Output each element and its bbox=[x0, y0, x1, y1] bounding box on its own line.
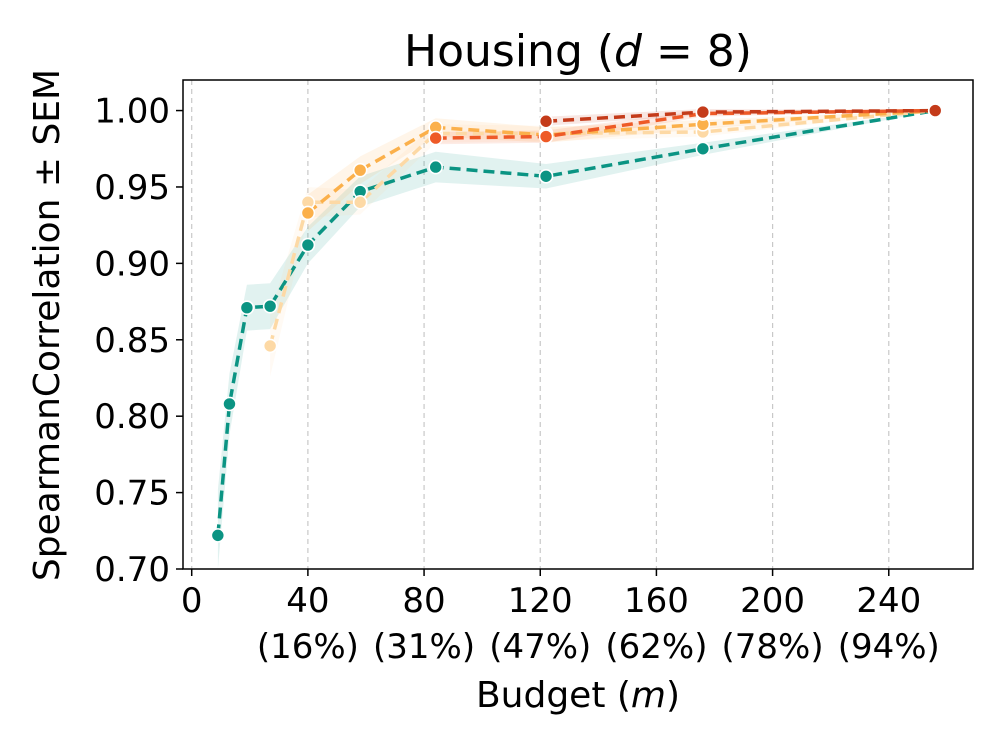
x-tick-label: 200 bbox=[740, 581, 805, 621]
series-teal-point bbox=[222, 396, 237, 412]
series-red-orange-line bbox=[435, 108, 936, 140]
y-tick-label: 0.90 bbox=[94, 244, 170, 284]
y-tick-label: 0.70 bbox=[94, 550, 170, 590]
chart-title-variable: d bbox=[614, 26, 643, 77]
x-axis-label: Budget (m) bbox=[476, 675, 680, 716]
series-red-orange-point bbox=[428, 130, 443, 146]
series-orange-point bbox=[300, 205, 316, 221]
series-teal-point bbox=[239, 300, 255, 315]
x-tick-label: 160 bbox=[624, 581, 689, 621]
x-tick-label: 240 bbox=[856, 581, 921, 621]
x-tick-sublabel: (31%) bbox=[373, 627, 475, 667]
y-tick-label: 0.85 bbox=[94, 321, 170, 361]
plot-frame bbox=[182, 79, 974, 570]
x-axis-label-variable: m bbox=[631, 675, 666, 716]
x-tick-label: 0 bbox=[181, 581, 203, 621]
series-markers bbox=[210, 103, 943, 543]
x-tick-sublabel: (94%) bbox=[838, 627, 940, 667]
y-tick-label: 0.95 bbox=[94, 168, 170, 208]
x-axis-label-suffix: ) bbox=[666, 675, 680, 716]
x-tick-sublabel: (78%) bbox=[722, 627, 824, 667]
series-teal-point bbox=[695, 141, 711, 157]
x-tick-label: 80 bbox=[402, 581, 445, 621]
series-teal-point bbox=[262, 298, 278, 314]
x-tick-label: 120 bbox=[508, 581, 573, 621]
chart-title-prefix: Housing ( bbox=[404, 26, 614, 77]
series-teal-point bbox=[300, 237, 316, 253]
series-teal-line bbox=[216, 108, 936, 536]
series-light-peach-line bbox=[268, 108, 936, 347]
series-light-peach-point bbox=[262, 338, 278, 354]
series-orange-line bbox=[306, 108, 936, 215]
series-teal-point bbox=[428, 159, 443, 175]
series-orange-point bbox=[352, 162, 368, 178]
x-tick-sublabel: (62%) bbox=[605, 627, 707, 667]
chart-title: Housing (d = 8) bbox=[404, 26, 752, 77]
y-tick-label: 0.80 bbox=[94, 397, 170, 437]
series-red-orange-point bbox=[538, 129, 554, 144]
series-light-peach-point bbox=[352, 194, 368, 210]
y-tick-label: 0.75 bbox=[94, 474, 170, 514]
series-teal-point bbox=[210, 528, 226, 543]
series-dark-red-band bbox=[546, 109, 936, 126]
series-dark-red-point bbox=[695, 104, 711, 120]
series-teal-point bbox=[538, 168, 554, 184]
grid-layer bbox=[191, 80, 890, 569]
series-dark-red-point bbox=[538, 113, 554, 129]
chart-title-suffix: = 8) bbox=[642, 26, 752, 77]
series-teal-band bbox=[217, 110, 936, 569]
x-tick-sublabel: (16%) bbox=[257, 627, 359, 667]
series-light-peach-band bbox=[270, 110, 936, 377]
series-dark-red-point bbox=[927, 103, 943, 118]
x-axis-ticks: 0 40 (16%) 80 (31%) 120 (47%) 160 (62%) 200 (78%) 2… bbox=[181, 569, 940, 667]
series-orange-band bbox=[307, 110, 936, 232]
x-tick-sublabel: (47%) bbox=[489, 627, 591, 667]
error-bands bbox=[217, 109, 936, 569]
x-tick-label: 40 bbox=[286, 581, 329, 621]
y-axis-ticks: 0.70 0.75 0.80 0.85 0.90 0.95 1.00 bbox=[94, 92, 183, 590]
y-axis-label: SpearmanCorrelation ± SEM bbox=[27, 69, 68, 581]
x-axis-label-prefix: Budget ( bbox=[476, 675, 631, 716]
y-tick-label: 1.00 bbox=[94, 92, 170, 132]
